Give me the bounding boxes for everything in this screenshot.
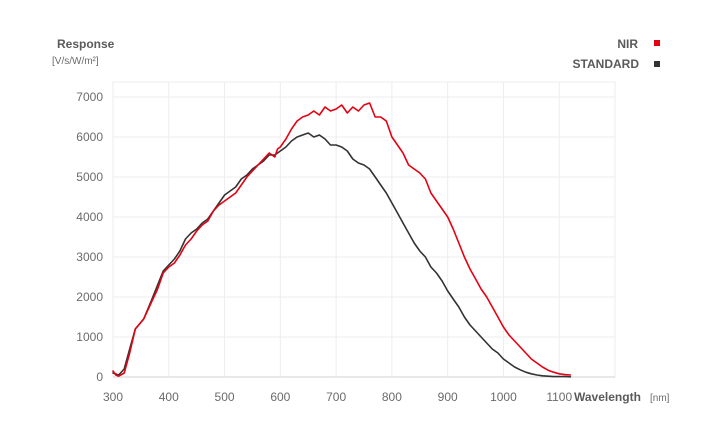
y-tick-label: 7000 [76,90,103,104]
legend: NIR STANDARD [573,37,660,71]
x-axis-label: Wavelength [574,390,641,404]
x-axis-unit: [nm] [650,393,670,404]
y-tick-label: 3000 [76,250,103,264]
legend-swatch-standard [654,61,660,67]
x-tick-label: 700 [326,390,346,404]
y-tick-label: 0 [96,370,103,384]
y-tick-label: 2000 [76,290,103,304]
legend-swatch-nir [654,40,660,46]
x-tick-label: 800 [382,390,402,404]
x-tick-label: 600 [270,390,290,404]
axes: 0 1000 2000 3000 4000 5000 6000 7000 300 400 500 60… [76,90,615,404]
x-tick-label: 900 [438,390,458,404]
x-tick-label: 1100 [546,390,572,404]
x-tick-label: 300 [103,390,123,404]
x-tick-label: 400 [159,390,179,404]
legend-label-standard: STANDARD [573,57,640,71]
y-tick-label: 6000 [76,130,103,144]
y-axis-label: Response [57,37,115,51]
series-line-nir [112,102,572,377]
y-tick-label: 4000 [76,210,103,224]
plot-frame [112,81,616,378]
y-tick-label: 1000 [76,330,103,344]
grid [112,81,616,378]
x-tick-label: 500 [215,390,235,404]
y-axis-unit: [V/s/W/m²] [52,56,99,67]
series-line-standard [112,132,572,378]
legend-label-nir: NIR [617,37,638,51]
x-tick-label: 1000 [490,390,517,404]
y-tick-label: 5000 [76,170,103,184]
series [112,102,572,378]
